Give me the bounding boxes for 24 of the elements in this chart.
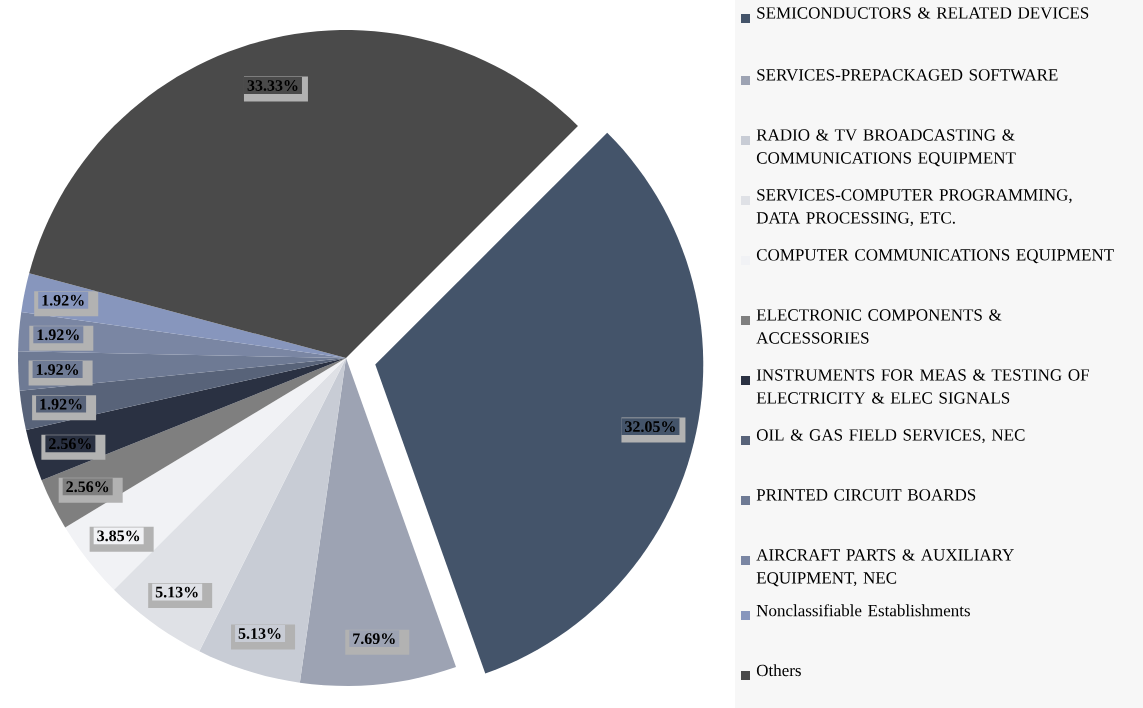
legend-label: OIL & GAS FIELD SERVICES, NEC bbox=[756, 429, 1025, 444]
legend-label: INSTRUMENTS FOR MEAS & TESTING OF ELECTRICITY & ELEC SIGNALS bbox=[756, 369, 1089, 404]
legend-label: Others bbox=[756, 664, 801, 677]
data-label: 1.92% bbox=[40, 398, 82, 410]
legend-label: AIRCRAFT PARTS & AUXILIARY EQUIPMENT, NEC bbox=[756, 549, 1014, 587]
legend-label: RADIO & TV BROADCASTING & COMMUNICATIONS EQUIPMENT bbox=[756, 129, 1016, 167]
legend-label: SERVICES-PREPACKAGED SOFTWARE bbox=[757, 69, 1058, 81]
data-label: 2.56% bbox=[49, 438, 91, 450]
legend-label: SERVICES-COMPUTER PROGRAMMING, DATA PROCESSING, ETC. bbox=[756, 189, 1072, 227]
data-label: 7.69% bbox=[353, 633, 395, 645]
data-label: 5.13% bbox=[238, 628, 281, 639]
legend-label: Nonclassifiable Establishments bbox=[756, 604, 970, 617]
data-label: 2.56% bbox=[66, 481, 109, 493]
data-label: 1.92% bbox=[42, 294, 84, 306]
data-label: 5.13% bbox=[155, 586, 198, 598]
legend-label: COMPUTER COMMUNICATIONS EQUIPMENT bbox=[756, 249, 1114, 264]
legend-label: PRINTED CIRCUIT BOARDS bbox=[756, 489, 976, 501]
data-label: 1.92% bbox=[37, 329, 79, 341]
data-label: 32.05% bbox=[625, 421, 675, 433]
data-label: 1.92% bbox=[36, 364, 79, 375]
data-label: 33.33% bbox=[247, 80, 298, 91]
data-label: 3.85% bbox=[97, 530, 140, 542]
legend-label: SEMICONDUCTORS & RELATED DEVICES bbox=[757, 7, 1089, 19]
legend-label: ELECTRONIC COMPONENTS & ACCESSORIES bbox=[756, 309, 1002, 344]
